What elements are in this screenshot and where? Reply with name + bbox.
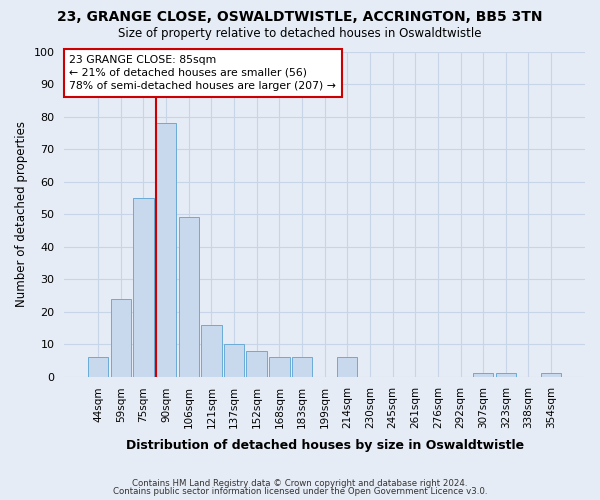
Bar	[133, 198, 154, 376]
Text: Contains HM Land Registry data © Crown copyright and database right 2024.: Contains HM Land Registry data © Crown c…	[132, 478, 468, 488]
Bar	[473, 374, 493, 376]
Bar	[110, 298, 131, 376]
Text: 23, GRANGE CLOSE, OSWALDTWISTLE, ACCRINGTON, BB5 3TN: 23, GRANGE CLOSE, OSWALDTWISTLE, ACCRING…	[57, 10, 543, 24]
Bar	[337, 357, 358, 376]
Bar	[179, 218, 199, 376]
Bar	[292, 357, 312, 376]
Bar	[156, 123, 176, 376]
Text: Contains public sector information licensed under the Open Government Licence v3: Contains public sector information licen…	[113, 488, 487, 496]
Bar	[88, 357, 109, 376]
Bar	[201, 324, 221, 376]
Bar	[496, 374, 516, 376]
Bar	[269, 357, 290, 376]
X-axis label: Distribution of detached houses by size in Oswaldtwistle: Distribution of detached houses by size …	[125, 440, 524, 452]
Bar	[541, 374, 562, 376]
Bar	[224, 344, 244, 376]
Bar	[247, 350, 267, 376]
Text: Size of property relative to detached houses in Oswaldtwistle: Size of property relative to detached ho…	[118, 28, 482, 40]
Text: 23 GRANGE CLOSE: 85sqm
← 21% of detached houses are smaller (56)
78% of semi-det: 23 GRANGE CLOSE: 85sqm ← 21% of detached…	[70, 55, 337, 91]
Y-axis label: Number of detached properties: Number of detached properties	[15, 121, 28, 307]
